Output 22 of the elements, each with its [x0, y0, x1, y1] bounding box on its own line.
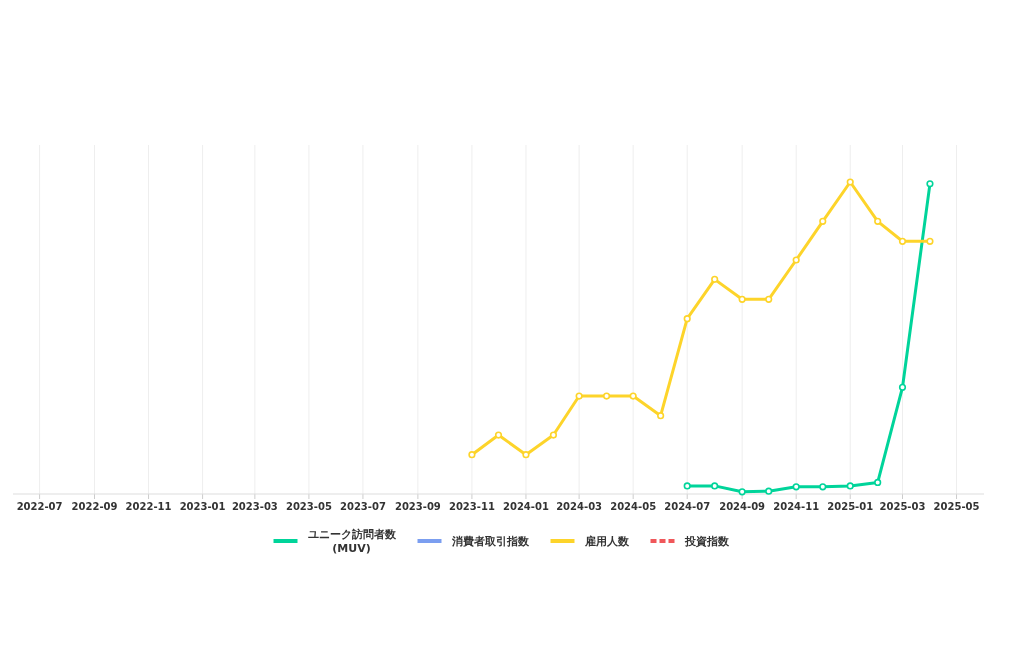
x-tick-label: 2023-09 — [394, 501, 441, 512]
x-tick-label: 2022-09 — [71, 501, 118, 512]
legend-label: ユニーク訪問者数 (MUV) — [307, 528, 397, 555]
x-tick-label: 2023-11 — [448, 501, 495, 512]
x-tick-label: 2024-05 — [610, 501, 657, 512]
x-tick-label: 2024-11 — [773, 501, 820, 512]
x-tick-label: 2025-05 — [933, 501, 980, 512]
x-tick-label: 2024-07 — [664, 501, 711, 512]
x-tick-label: 2023-07 — [340, 501, 386, 512]
x-tick-label: 2023-01 — [179, 501, 226, 512]
x-tick-label: 2024-09 — [719, 501, 766, 512]
x-tick-label: 2023-05 — [285, 501, 332, 512]
x-tick-label: 2022-07 — [16, 501, 63, 512]
x-tick-label: 2022-11 — [125, 501, 172, 512]
legend-label: 雇用人数 — [583, 535, 630, 548]
x-tick-label: 2024-01 — [503, 501, 549, 512]
x-tick-label: 2025-03 — [879, 501, 926, 512]
x-tick-label: 2024-03 — [556, 501, 603, 512]
x-tick-label: 2025-01 — [827, 501, 874, 512]
legend-label: 消費者取引指数 — [450, 535, 530, 548]
legend-label: 投資指数 — [683, 535, 730, 548]
x-tick-label: 2023-03 — [231, 501, 278, 512]
